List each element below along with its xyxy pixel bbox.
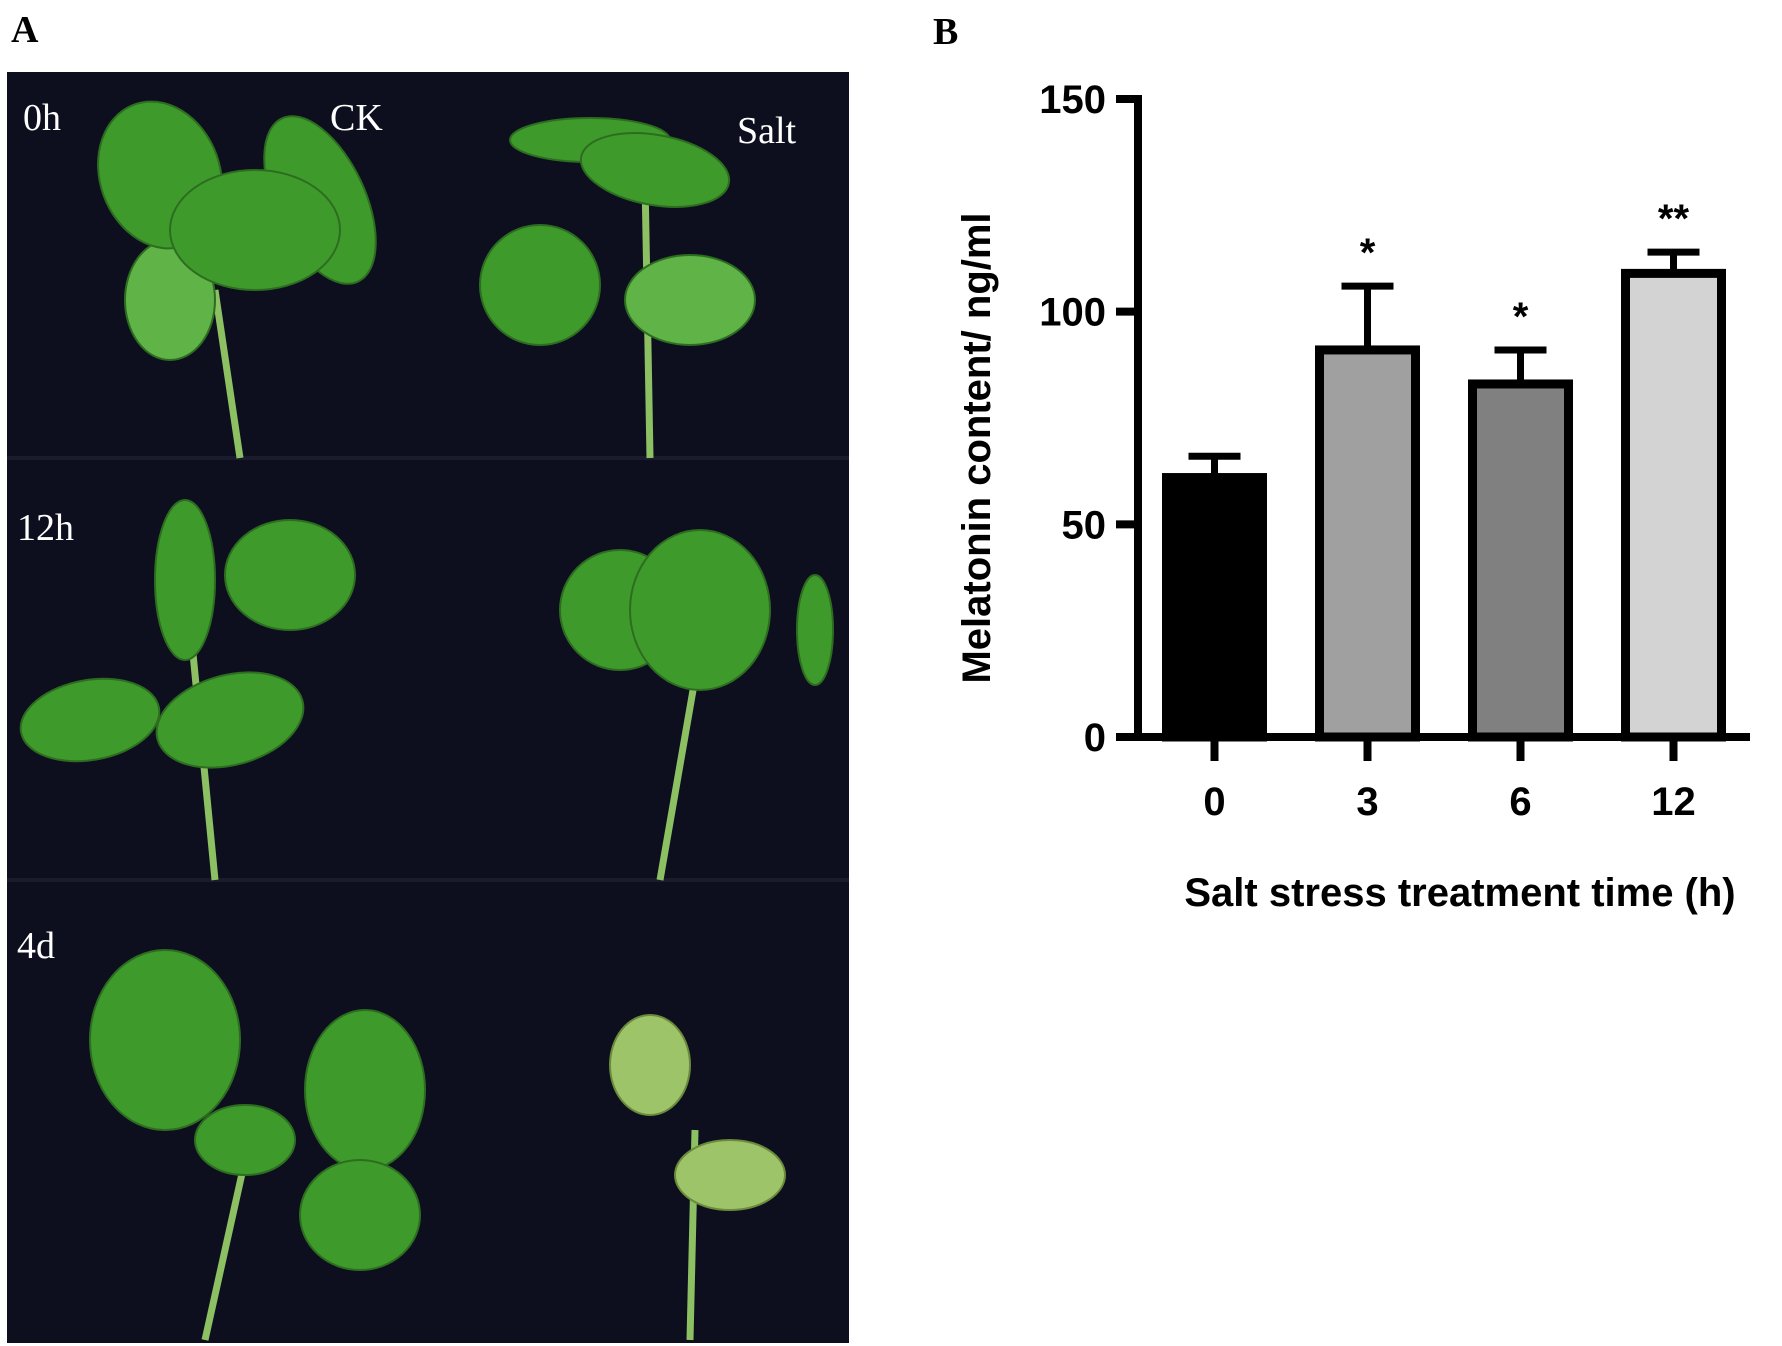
photo-label: Salt — [737, 110, 797, 152]
photo-label: 12h — [17, 507, 74, 549]
x-tick-label: 3 — [1356, 780, 1378, 824]
x-tick-label: 6 — [1509, 780, 1531, 824]
chart: 0 50 100 150 Melatonin content/ ng/ml Salt st… — [955, 78, 1750, 915]
photo-label: CK — [330, 97, 383, 139]
significance: * — [1513, 295, 1529, 339]
significance: ** — [1658, 197, 1690, 241]
photo-label: 0h — [23, 97, 61, 139]
y-axis-label: Melatonin content/ ng/ml — [955, 212, 999, 683]
y-tick-label: 0 — [1084, 716, 1106, 760]
photo: 0h CK Salt 12h 4d — [7, 72, 849, 1343]
x-tick-label: 0 — [1203, 780, 1225, 824]
bar — [1468, 379, 1573, 742]
bar — [1315, 345, 1420, 742]
x-tick-label: 12 — [1651, 780, 1696, 824]
y-tick-label: 150 — [1039, 78, 1106, 122]
y-tick-label: 50 — [1062, 503, 1107, 547]
panel-label: B — [933, 11, 958, 53]
x-axis-label: Salt stress treatment time (h) — [1184, 871, 1735, 915]
significance: * — [1360, 231, 1376, 275]
bar — [1621, 268, 1726, 742]
photo-label: 4d — [17, 925, 55, 967]
panel-label: A — [11, 9, 39, 51]
bar — [1162, 473, 1267, 742]
y-tick-label: 100 — [1039, 291, 1106, 335]
